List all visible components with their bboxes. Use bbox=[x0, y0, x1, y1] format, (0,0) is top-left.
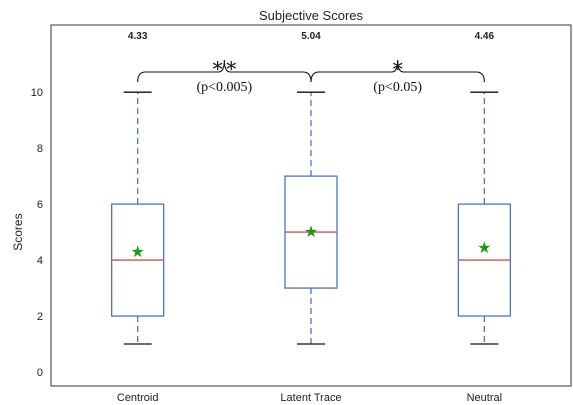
x-tick-label: Neutral bbox=[467, 392, 502, 404]
y-tick-label: 10 bbox=[31, 87, 43, 99]
x-tick-label: Centroid bbox=[117, 392, 159, 404]
mean-marker: ★ bbox=[304, 224, 318, 241]
plot-frame bbox=[50, 24, 572, 387]
significance-label: (p<0.005) bbox=[196, 80, 252, 95]
significance-bracket bbox=[310, 59, 485, 83]
significance-stars: ∗∗ bbox=[211, 55, 238, 77]
mean-marker: ★ bbox=[130, 244, 144, 261]
y-tick-label: 4 bbox=[37, 255, 43, 267]
chart-title: Subjective Scores bbox=[259, 8, 364, 23]
mean-marker: ★ bbox=[477, 240, 491, 257]
y-axis-label: Scores bbox=[11, 213, 25, 250]
significance-stars: ∗ bbox=[391, 55, 405, 77]
y-tick-label: 6 bbox=[37, 199, 43, 211]
y-tick-label: 0 bbox=[37, 367, 43, 379]
significance-bracket bbox=[137, 59, 312, 83]
y-tick-label: 2 bbox=[37, 311, 43, 323]
mean-value-label: 4.46 bbox=[475, 31, 495, 42]
x-tick-label: Latent Trace bbox=[280, 392, 341, 404]
mean-value-label: 5.04 bbox=[301, 31, 321, 42]
significance-label: (p<0.05) bbox=[373, 80, 422, 95]
y-tick-label: 8 bbox=[37, 143, 43, 155]
mean-value-label: 4.33 bbox=[128, 31, 148, 42]
